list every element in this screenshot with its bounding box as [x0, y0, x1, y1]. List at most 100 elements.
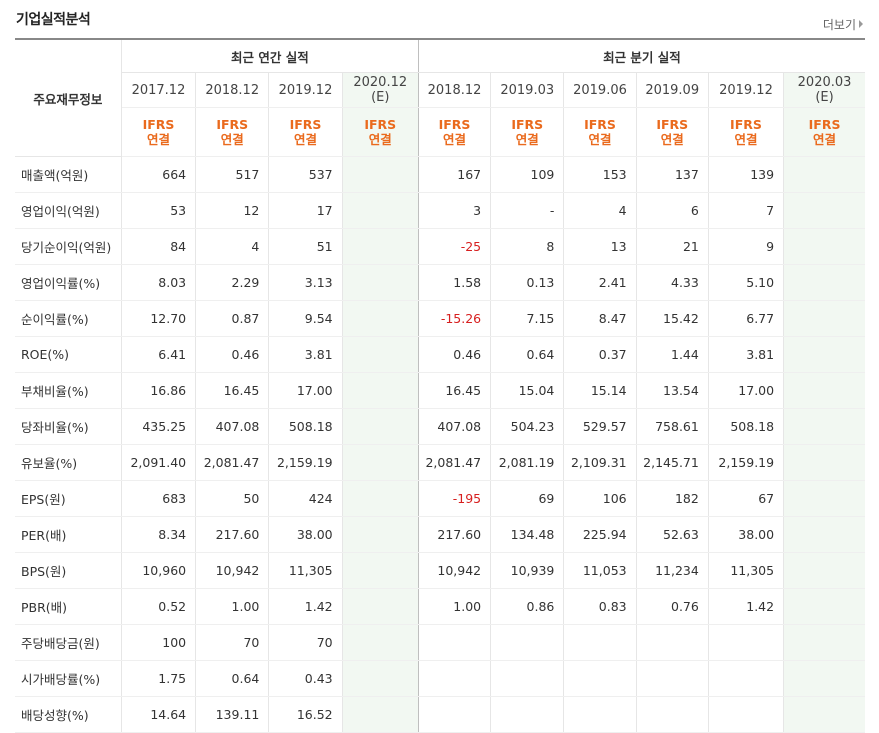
table-cell: 15.42 [636, 300, 709, 337]
column-date-3: 2020.12 (E) [342, 72, 419, 108]
consolidated-label: 연결 [293, 132, 317, 147]
table-cell: 11,053 [563, 552, 637, 589]
table-cell: 15.04 [490, 372, 565, 409]
table-cell: 182 [636, 480, 709, 517]
table-cell [342, 516, 419, 553]
ifrs-label: IFRS [142, 117, 175, 132]
table-cell [783, 300, 865, 337]
table-cell [342, 300, 419, 337]
column-standard-0: IFRS 연결 [121, 107, 197, 157]
column-date-label: 2018.12 [427, 82, 482, 98]
table-cell: 17.00 [268, 372, 343, 409]
table-cell: 50 [195, 480, 270, 517]
table-cell [783, 156, 865, 193]
ifrs-label: IFRS [364, 117, 397, 132]
table-cell: 0.86 [490, 588, 565, 625]
table-cell: 84 [121, 228, 197, 265]
table-cell: 1.42 [268, 588, 343, 625]
column-standard-6: IFRS 연결 [563, 107, 637, 157]
column-date-6: 2019.06 [563, 72, 637, 108]
row-label: 순이익률(%) [15, 300, 122, 337]
column-date-2: 2019.12 [268, 72, 343, 108]
row-label: BPS(원) [15, 552, 122, 589]
table-cell: 2,159.19 [268, 444, 343, 481]
table-cell: 1.42 [708, 588, 785, 625]
table-cell: 109 [490, 156, 565, 193]
table-cell: 504.23 [490, 408, 565, 445]
table-cell [490, 696, 565, 733]
ifrs-label: IFRS [584, 117, 616, 132]
table-cell: 6.41 [121, 336, 197, 373]
table-cell [783, 408, 865, 445]
table-cell [783, 552, 865, 589]
table-cell: 8 [490, 228, 565, 265]
table-cell: 106 [563, 480, 637, 517]
row-label: 당좌비율(%) [15, 408, 122, 445]
table-cell: 10,939 [490, 552, 565, 589]
table-cell [342, 336, 419, 373]
table-cell: 424 [268, 480, 343, 517]
column-date-label: 2019.12 [719, 82, 773, 98]
table-cell [342, 588, 419, 625]
table-row: PER(배) 8.34 217.60 38.00 217.60 134.48 225.94 5… [15, 516, 865, 553]
table-cell: 0.87 [195, 300, 270, 337]
more-link[interactable]: 더보기 [823, 16, 863, 33]
table-cell: 683 [121, 480, 197, 517]
table-cell: 38.00 [268, 516, 343, 553]
table-cell: 17 [268, 192, 343, 229]
table-cell [563, 624, 637, 661]
consolidated-label: 연결 [443, 132, 467, 147]
table-cell: 508.18 [268, 408, 343, 445]
corner-header: 주요재무정보 [15, 39, 122, 157]
table-cell [342, 696, 419, 733]
table-cell: -195 [418, 480, 492, 517]
table-cell: 8.03 [121, 264, 197, 301]
column-standard-3: IFRS 연결 [342, 107, 419, 157]
row-label: 유보율(%) [15, 444, 122, 481]
table-row: 당좌비율(%) 435.25 407.08 508.18 407.08 504.23 529… [15, 408, 865, 445]
table-cell: 758.61 [636, 408, 709, 445]
table-cell: 4 [195, 228, 270, 265]
table-cell [783, 516, 865, 553]
table-cell: 7.15 [490, 300, 565, 337]
column-standard-8: IFRS 연결 [708, 107, 785, 157]
table-cell [783, 444, 865, 481]
table-cell: 4 [563, 192, 637, 229]
table-cell [783, 192, 865, 229]
table-cell: 4.33 [636, 264, 709, 301]
table-row: 유보율(%) 2,091.40 2,081.47 2,159.19 2,081.47 2,… [15, 444, 865, 481]
table-cell: 16.45 [418, 372, 492, 409]
table-cell: 2.29 [195, 264, 270, 301]
table-cell: 5.10 [708, 264, 785, 301]
consolidated-label: 연결 [220, 132, 244, 147]
ifrs-label: IFRS [808, 117, 841, 132]
table-cell [783, 588, 865, 625]
table-cell [708, 660, 785, 697]
column-standard-9: IFRS 연결 [783, 107, 865, 157]
table-cell: -25 [418, 228, 492, 265]
table-cell [563, 660, 637, 697]
quarter-header: 최근 분기 실적 [418, 39, 865, 73]
table-cell [708, 696, 785, 733]
table-row: 순이익률(%) 12.70 0.87 9.54 -15.26 7.15 8.47 15.42 6… [15, 300, 865, 337]
table-cell [490, 660, 565, 697]
table-cell: 1.75 [121, 660, 197, 697]
row-label: PER(배) [15, 516, 122, 553]
table-cell [636, 624, 709, 661]
table-cell: 0.43 [268, 660, 343, 697]
table-cell [563, 696, 637, 733]
consolidated-label: 연결 [368, 132, 392, 147]
table-cell: 12 [195, 192, 270, 229]
table-cell: 134.48 [490, 516, 565, 553]
table-cell: 70 [195, 624, 270, 661]
column-date-label: 2019.12 [278, 82, 333, 98]
table-row: 배당성향(%) 14.64 139.11 16.52 [15, 696, 865, 733]
table-cell: 0.64 [490, 336, 565, 373]
more-label: 더보기 [822, 18, 856, 32]
table-cell: 2,109.31 [563, 444, 637, 481]
table-row: 매출액(억원) 664 517 537 167 109 153 137 139 [15, 156, 865, 193]
table-cell: 0.46 [418, 336, 492, 373]
table-cell: 139.11 [195, 696, 270, 733]
column-date-label: 2018.12 [205, 82, 260, 98]
table-cell: 8.34 [121, 516, 197, 553]
